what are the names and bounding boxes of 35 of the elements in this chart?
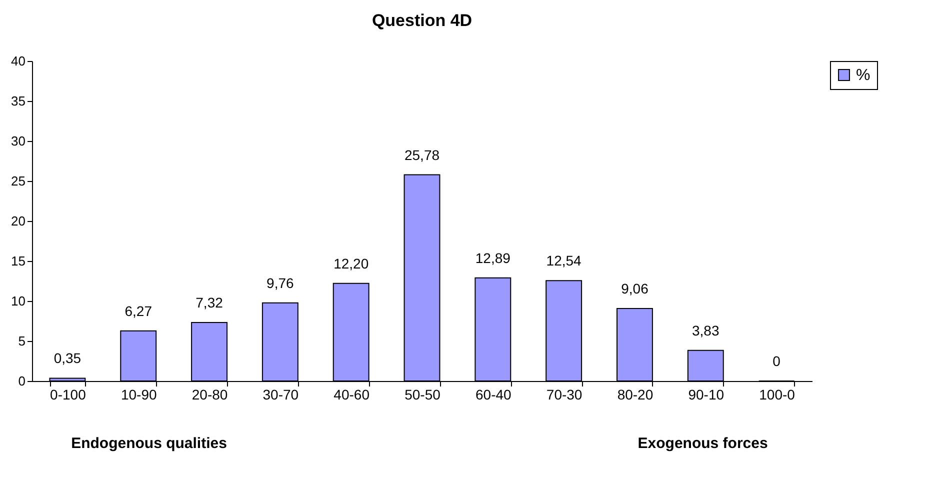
x-tick-label: 20-80 <box>192 386 228 402</box>
data-label: 25,78 <box>404 146 440 163</box>
x-tick-label: 90-10 <box>688 386 724 402</box>
data-label: 9,76 <box>266 274 294 291</box>
x-tick-label: 70-30 <box>546 386 582 402</box>
text: Exogenous forces <box>638 435 768 452</box>
y-tick-label: 35 <box>11 94 26 108</box>
y-tick-label: 40 <box>11 54 26 68</box>
y-tick-label: 20 <box>11 214 26 228</box>
x-tick-label: 80-20 <box>617 386 654 402</box>
x-tick-label: 10-90 <box>120 386 157 402</box>
legend-label: % <box>856 67 870 84</box>
data-label: 12,54 <box>546 252 582 269</box>
y-tick-label: 10 <box>11 294 26 308</box>
text: Endogenous qualities <box>71 435 227 452</box>
y-tick-label: 0 <box>18 374 26 388</box>
x-tick-label: 50-50 <box>404 386 441 402</box>
y-tick-label: 25 <box>11 174 26 188</box>
x-tick-label: 30-70 <box>262 386 299 402</box>
data-label: 0 <box>772 353 781 369</box>
x-tick-label: 40-60 <box>334 386 370 402</box>
x-tick-label: 60-40 <box>476 386 512 402</box>
data-label: 6,27 <box>124 302 152 319</box>
y-tick-label: 15 <box>11 254 26 268</box>
chart-title: Question 4D <box>372 11 472 30</box>
x-tick-label: 0-100 <box>50 386 86 402</box>
data-label: 12,89 <box>475 250 511 266</box>
data-label: 7,32 <box>196 294 224 310</box>
y-tick-label: 5 <box>18 334 26 348</box>
x-tick-label: 100-0 <box>759 386 796 402</box>
data-label: 3,83 <box>692 322 720 338</box>
data-label: 0,35 <box>54 350 82 366</box>
data-label: 9,06 <box>621 280 649 297</box>
y-tick-label: 30 <box>11 134 26 148</box>
data-label: 12,20 <box>334 255 369 272</box>
